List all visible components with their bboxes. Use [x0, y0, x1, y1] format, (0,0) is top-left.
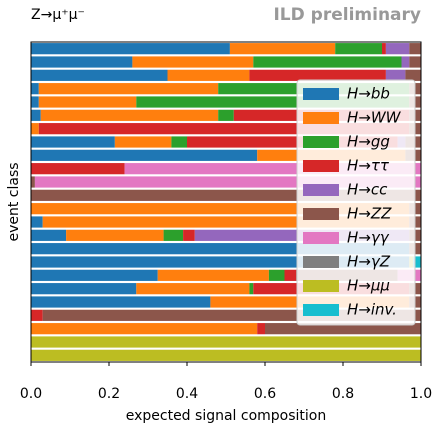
bar-segment	[66, 229, 164, 241]
legend-label: H→cc	[347, 181, 388, 199]
legend-label: H→γγ	[347, 229, 390, 247]
legend-label: H→ZZ	[347, 205, 392, 223]
annotation: ILD preliminary	[273, 5, 421, 25]
bar-segment	[114, 136, 172, 148]
bar-segment	[157, 269, 269, 281]
bar-segment	[31, 163, 125, 175]
legend-swatch	[303, 184, 339, 196]
legend-label: H→γZ	[347, 253, 391, 271]
legend-swatch	[303, 88, 339, 100]
bar-segment	[257, 323, 265, 335]
bar-segment	[42, 216, 410, 228]
legend-swatch	[303, 256, 339, 268]
bar-segment	[265, 323, 421, 335]
bar-segment	[132, 56, 254, 68]
bar-segment	[268, 269, 285, 281]
bar-segment	[31, 149, 258, 161]
bar-segment	[38, 96, 137, 108]
x-tick-label: 0.2	[98, 386, 120, 402]
bar-segment	[171, 136, 187, 148]
bar-segment	[413, 256, 421, 268]
bar-segment	[31, 123, 39, 135]
bar-segment	[401, 56, 410, 68]
bar-segment	[382, 43, 386, 55]
legend-swatch	[303, 280, 339, 292]
bar-segment	[218, 109, 234, 121]
legend-swatch	[303, 136, 339, 148]
y-axis-label: event class	[6, 162, 22, 241]
bar-segment	[31, 336, 421, 348]
x-tick-label: 0.8	[332, 386, 354, 402]
bar-segment	[136, 283, 250, 295]
x-tick-label: 0.6	[254, 386, 276, 402]
bar-segment	[31, 69, 168, 81]
bar-segment	[229, 43, 336, 55]
bar-segment	[31, 216, 43, 228]
bar-segment	[31, 229, 67, 241]
bar-segment	[409, 43, 421, 55]
legend-label: H→gg	[347, 133, 390, 151]
bar-segment	[31, 176, 35, 188]
legend-swatch	[303, 304, 339, 316]
bar-segment	[38, 83, 219, 95]
legend-swatch	[303, 208, 339, 220]
bar-segment	[31, 309, 43, 321]
bar-segment	[249, 283, 254, 295]
legend-swatch	[303, 160, 339, 172]
bar-segment	[40, 109, 219, 121]
legend-label: H→ττ	[347, 157, 390, 175]
bar-segment	[335, 43, 382, 55]
plot-frame	[30, 41, 422, 363]
bar-segment	[167, 69, 250, 81]
x-axis-label: expected signal composition	[126, 408, 327, 424]
bar-segment	[183, 229, 195, 241]
bar-segment	[253, 56, 402, 68]
bar-segment	[31, 203, 410, 215]
legend-label: H→WW	[347, 109, 402, 127]
bar-segment	[124, 163, 421, 175]
bar-segment	[31, 256, 410, 268]
bar-segment	[31, 243, 410, 255]
bar-segment	[385, 43, 410, 55]
bar-segment	[31, 296, 211, 308]
bar-segment	[31, 96, 39, 108]
bar-segment	[31, 349, 421, 361]
x-tick-label: 1.0	[410, 386, 432, 402]
bar-segment	[409, 56, 421, 68]
bar-segment	[31, 136, 115, 148]
bar-segment	[42, 309, 421, 321]
x-tick-label: 0.0	[20, 386, 42, 402]
legend-swatch	[303, 112, 339, 124]
bar-segment	[31, 323, 258, 335]
legend-label: H→inv.	[347, 301, 397, 319]
legend-swatch	[303, 232, 339, 244]
bar-segment	[31, 109, 41, 121]
bar-segment	[31, 189, 421, 201]
bar-segment	[31, 283, 137, 295]
bar-segment	[385, 69, 406, 81]
bar-segment	[405, 69, 421, 81]
bar-segment	[31, 83, 39, 95]
bar-segment	[187, 136, 398, 148]
bar-segment	[31, 43, 230, 55]
x-tick-label: 0.4	[176, 386, 198, 402]
bar-segment	[38, 123, 410, 135]
bar-segment	[136, 96, 410, 108]
bar-segment	[31, 56, 133, 68]
bar-segment	[163, 229, 184, 241]
bar-segment	[34, 176, 422, 188]
bar-segment	[284, 269, 297, 281]
bar-segment	[249, 69, 386, 81]
chart-title: Z→μ⁺μ⁻	[31, 7, 85, 23]
legend-label: H→μμ	[347, 277, 390, 295]
bar-segment	[31, 269, 158, 281]
legend-label: H→bb	[347, 85, 390, 103]
